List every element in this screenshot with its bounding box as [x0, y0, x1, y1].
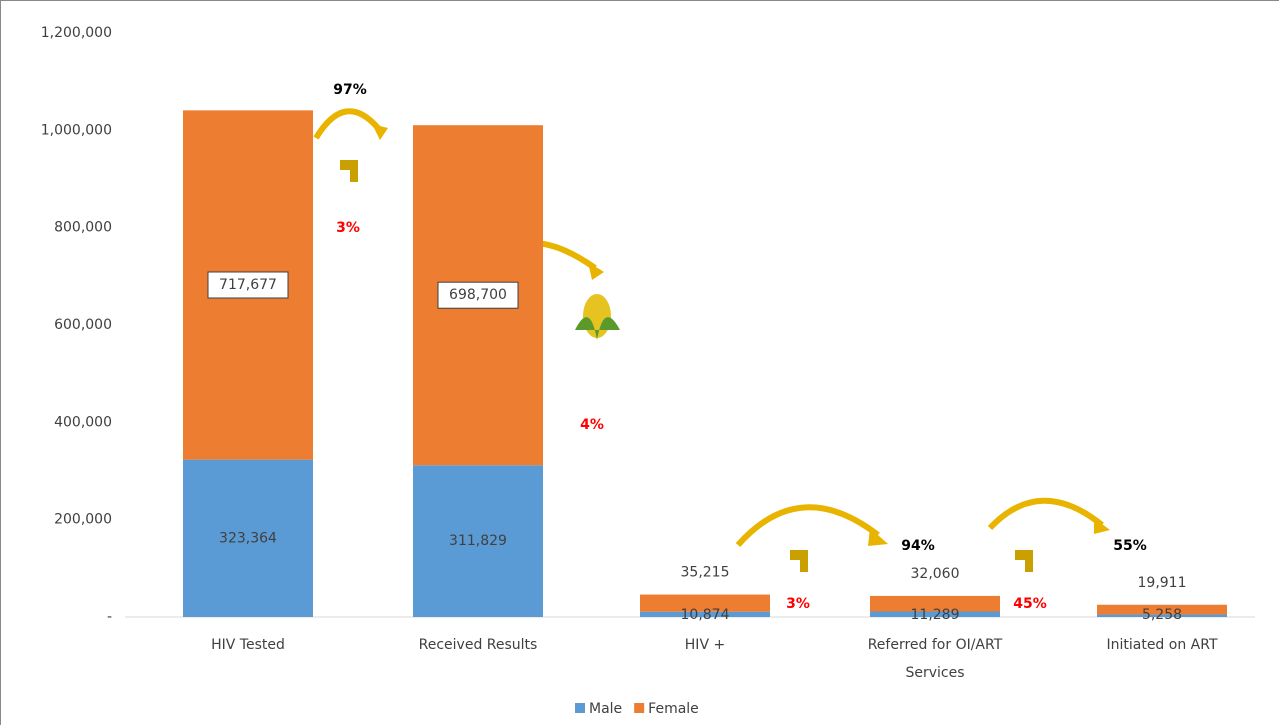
annotation: 94%: [901, 538, 935, 554]
legend-label: Female: [648, 701, 699, 717]
page: 97% 3% 4% 3% 94% 45% 55% - 200,000 400,000…: [0, 0, 1279, 725]
value-label: 323,364: [219, 530, 277, 546]
y-tick-label: 400,000: [54, 414, 112, 430]
legend-swatch: [634, 703, 644, 713]
annotation: 3%: [786, 596, 810, 612]
x-tick-label: HIV Tested: [158, 631, 338, 659]
value-label: 10,874: [681, 607, 730, 623]
legend-label: Male: [589, 701, 622, 717]
x-tick-label: Initiated on ART: [1072, 631, 1252, 659]
annotation: 55%: [1113, 538, 1147, 554]
corn-icon: [575, 294, 620, 340]
x-tick-label: Referred for OI/ART Services: [855, 631, 1015, 687]
y-tick-label: 1,200,000: [41, 25, 112, 41]
chart: 97% 3% 4% 3% 94% 45% 55% - 200,000 400,000…: [0, 0, 1279, 725]
legend-swatch: [575, 703, 585, 713]
value-label: 698,700: [449, 287, 507, 303]
value-label: 32,060: [911, 566, 960, 582]
value-label: 311,829: [449, 533, 507, 549]
y-tick-label: -: [107, 609, 112, 625]
y-tick-label: 1,000,000: [41, 122, 112, 138]
y-tick-label: 600,000: [54, 317, 112, 333]
value-label: 5,258: [1142, 607, 1182, 623]
value-label: 717,677: [219, 277, 277, 293]
annotation: 45%: [1013, 596, 1047, 612]
y-tick-label: 800,000: [54, 220, 112, 236]
x-tick-label: Received Results: [388, 631, 568, 659]
value-label: 35,215: [681, 565, 730, 581]
y-tick-label: 200,000: [54, 512, 112, 528]
value-label: 11,289: [911, 607, 960, 623]
value-label: 19,911: [1138, 575, 1187, 591]
x-tick-label: HIV +: [615, 631, 795, 659]
annotation: 3%: [336, 220, 360, 236]
annotation: 4%: [580, 417, 604, 433]
annotation: 97%: [333, 82, 367, 98]
